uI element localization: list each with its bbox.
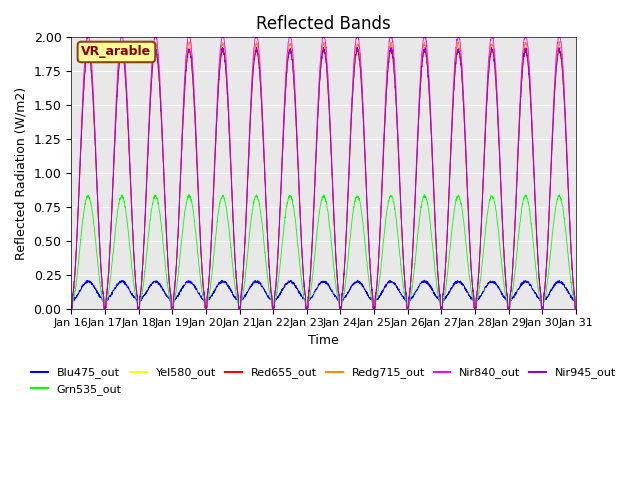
Blu475_out xyxy=(470,304,478,310)
Redg715_out xyxy=(67,305,75,311)
Grn535_out xyxy=(67,305,75,311)
Text: VR_arable: VR_arable xyxy=(81,46,152,59)
Legend: Blu475_out, Grn535_out, Yel580_out, Red655_out, Redg715_out, Nir840_out, Nir945_: Blu475_out, Grn535_out, Yel580_out, Red6… xyxy=(27,363,621,399)
Blu475_out xyxy=(528,286,536,291)
Red655_out xyxy=(338,291,346,297)
Nir945_out xyxy=(572,305,580,311)
Grn535_out xyxy=(339,298,346,303)
Nir945_out xyxy=(338,290,346,296)
Nir840_out xyxy=(209,216,216,222)
Grn535_out xyxy=(542,291,550,297)
Red655_out xyxy=(572,306,579,312)
Blu475_out xyxy=(338,299,346,304)
Nir840_out xyxy=(572,306,579,312)
Redg715_out xyxy=(572,304,580,310)
Grn535_out xyxy=(68,306,76,312)
Line: Redg715_out: Redg715_out xyxy=(71,42,576,309)
Grn535_out xyxy=(349,209,357,215)
Redg715_out xyxy=(528,119,536,124)
Nir945_out xyxy=(349,87,357,93)
Red655_out xyxy=(219,46,227,51)
Yel580_out xyxy=(420,47,428,52)
Nir840_out xyxy=(528,111,536,117)
Blu475_out xyxy=(349,282,357,288)
Line: Blu475_out: Blu475_out xyxy=(71,280,576,309)
Red655_out xyxy=(208,226,216,232)
Nir945_out xyxy=(470,304,478,310)
Y-axis label: Reflected Radiation (W/m2): Reflected Radiation (W/m2) xyxy=(15,86,28,260)
Yel580_out xyxy=(542,273,550,278)
Line: Nir945_out: Nir945_out xyxy=(71,47,576,309)
Yel580_out xyxy=(528,124,536,130)
Grn535_out xyxy=(209,267,216,273)
Redg715_out xyxy=(542,274,550,279)
Redg715_out xyxy=(339,290,346,296)
Yel580_out xyxy=(470,304,478,310)
Red655_out xyxy=(470,304,478,310)
Redg715_out xyxy=(209,216,216,222)
Redg715_out xyxy=(470,304,478,310)
Nir945_out xyxy=(67,304,75,310)
Line: Nir840_out: Nir840_out xyxy=(71,37,576,309)
Yel580_out xyxy=(67,305,75,311)
Blu475_out xyxy=(269,306,277,312)
Nir945_out xyxy=(542,270,550,276)
Nir945_out xyxy=(270,306,278,312)
Blu475_out xyxy=(542,297,550,302)
Nir945_out xyxy=(208,225,216,230)
Nir840_out xyxy=(542,274,550,280)
Grn535_out xyxy=(470,304,478,310)
Grn535_out xyxy=(528,225,536,231)
Blu475_out xyxy=(67,305,75,311)
Grn535_out xyxy=(572,306,580,312)
Nir840_out xyxy=(338,291,346,297)
Yel580_out xyxy=(337,306,345,312)
Title: Reflected Bands: Reflected Bands xyxy=(256,15,391,33)
Nir840_out xyxy=(67,304,75,310)
Line: Yel580_out: Yel580_out xyxy=(71,49,576,309)
Nir840_out xyxy=(470,305,478,311)
X-axis label: Time: Time xyxy=(308,334,339,347)
Nir840_out xyxy=(572,306,580,312)
Redg715_out xyxy=(185,39,193,45)
Red655_out xyxy=(67,305,75,311)
Line: Red655_out: Red655_out xyxy=(71,48,576,309)
Yel580_out xyxy=(338,294,346,300)
Red655_out xyxy=(542,275,550,280)
Yel580_out xyxy=(572,305,580,311)
Redg715_out xyxy=(349,74,357,80)
Yel580_out xyxy=(349,86,357,92)
Nir840_out xyxy=(349,72,357,78)
Blu475_out xyxy=(421,277,429,283)
Nir945_out xyxy=(528,122,536,128)
Line: Grn535_out: Grn535_out xyxy=(71,195,576,309)
Blu475_out xyxy=(208,293,216,299)
Red655_out xyxy=(528,119,536,125)
Redg715_out xyxy=(236,306,243,312)
Grn535_out xyxy=(252,192,260,198)
Red655_out xyxy=(349,85,357,91)
Yel580_out xyxy=(208,226,216,231)
Nir945_out xyxy=(488,44,495,50)
Red655_out xyxy=(572,306,580,312)
Nir840_out xyxy=(83,35,91,40)
Blu475_out xyxy=(572,304,580,310)
